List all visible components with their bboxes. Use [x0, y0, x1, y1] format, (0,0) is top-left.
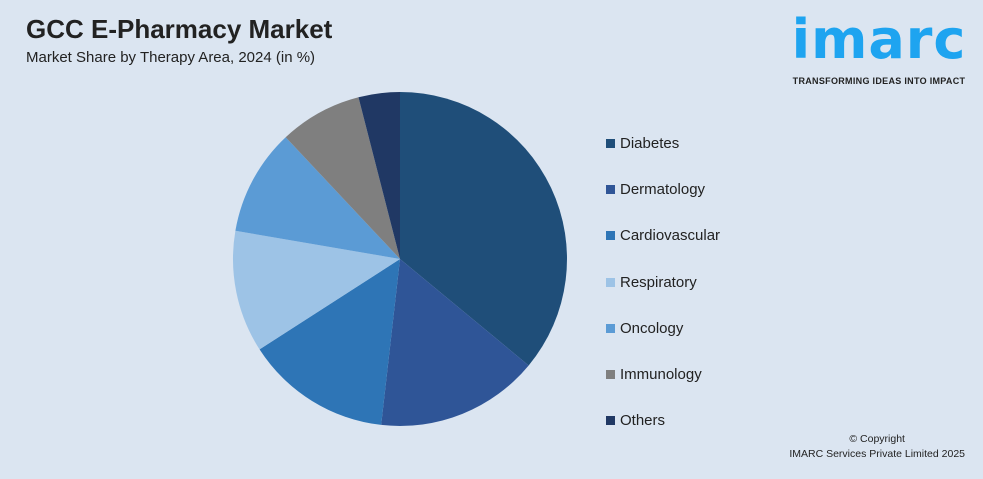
legend-swatch: [606, 231, 615, 241]
legend: Diabetes Dermatology Cardiovascular Respira…: [606, 120, 720, 444]
legend-swatch: [606, 277, 615, 287]
legend-swatch: [606, 323, 615, 333]
logo-word: imarc: [791, 8, 967, 71]
legend-label: Dermatology: [620, 180, 706, 198]
pie-slice-others: [358, 92, 400, 259]
legend-label: Cardiovascular: [620, 227, 721, 245]
pie-slice-cardiovascular: [259, 259, 400, 425]
legend-swatch: [606, 416, 615, 426]
pie-slice-respiratory: [232, 230, 400, 350]
legend-label: Immunology: [620, 366, 702, 384]
pie-slice-oncology: [235, 137, 400, 259]
copyright: © Copyright IMARC Services Private Limit…: [789, 432, 965, 462]
legend-item-respiratory: Respiratory: [606, 259, 720, 305]
imarc-logo: imarc TRANSFORMING IDEAS INTO IMPACT: [784, 8, 974, 87]
copyright-line1: © Copyright: [849, 433, 905, 445]
legend-label: Diabetes: [620, 134, 680, 152]
copyright-line2: IMARC Services Private Limited 2025: [789, 448, 965, 460]
logo-tagline: TRANSFORMING IDEAS INTO IMPACT: [792, 76, 966, 86]
pie-slice-immunology: [285, 97, 400, 259]
legend-swatch: [606, 370, 615, 380]
legend-item-dermatology: Dermatology: [606, 166, 720, 212]
legend-swatch: [606, 138, 615, 148]
legend-item-diabetes: Diabetes: [606, 120, 720, 166]
legend-item-cardiovascular: Cardiovascular: [606, 213, 720, 259]
legend-item-others: Others: [606, 398, 720, 444]
pie-slice-dermatology: [381, 259, 529, 426]
pie-slice-diabetes: [400, 92, 568, 366]
legend-item-oncology: Oncology: [606, 305, 720, 351]
legend-label: Respiratory: [620, 273, 697, 291]
legend-item-immunology: Immunology: [606, 351, 720, 397]
legend-label: Oncology: [620, 319, 684, 337]
chart-title: GCC E-Pharmacy Market: [26, 14, 333, 44]
chart-subtitle: Market Share by Therapy Area, 2024 (in %…: [26, 49, 316, 66]
legend-swatch: [606, 184, 615, 194]
legend-label: Others: [620, 412, 666, 430]
